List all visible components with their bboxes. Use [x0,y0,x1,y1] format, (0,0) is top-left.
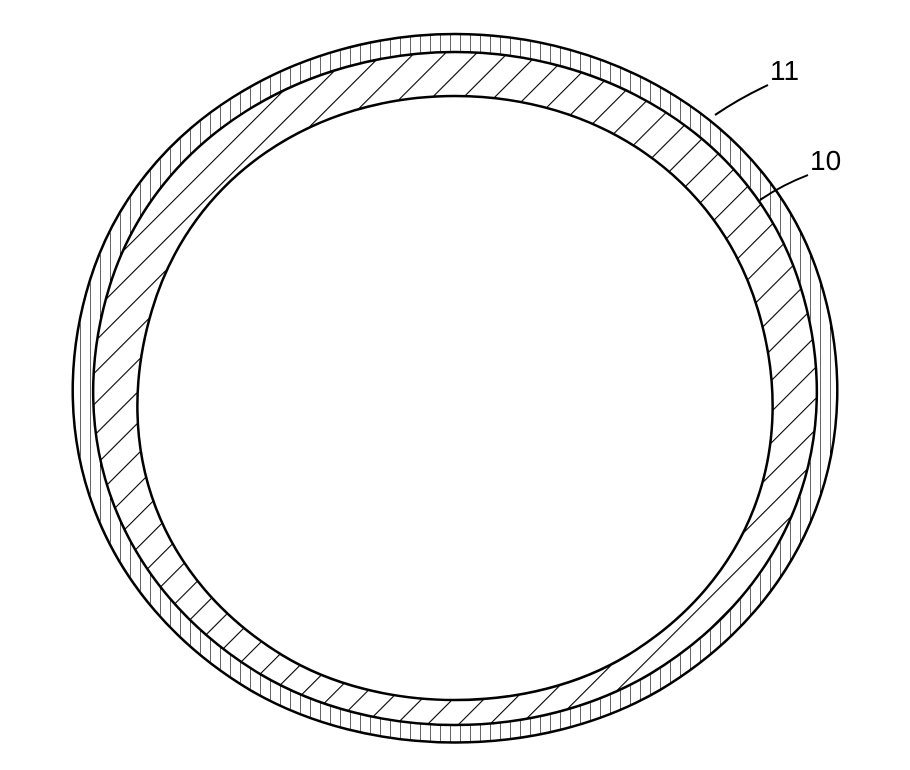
inner-layer-10 [0,0,910,770]
label-10: 10 [810,145,841,176]
label-11: 11 [770,55,799,86]
cross-section-diagram: 11 10 [0,0,910,770]
